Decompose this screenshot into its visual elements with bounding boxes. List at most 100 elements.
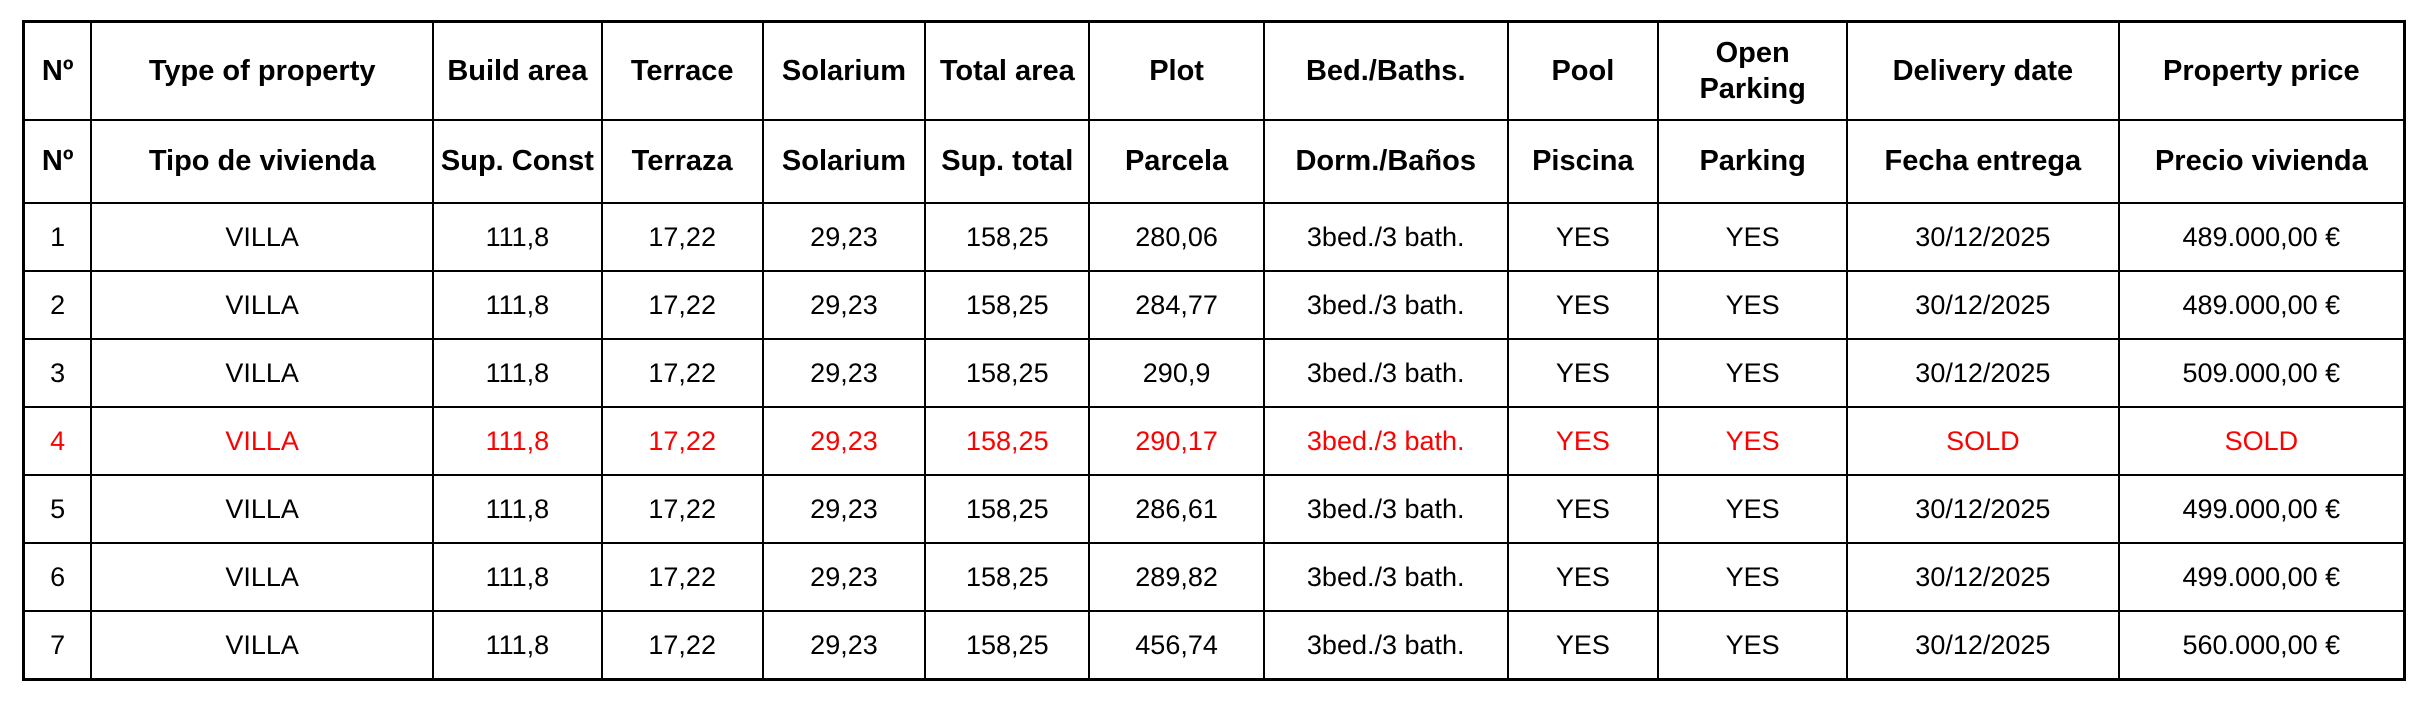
cell-terr: 17,22 <box>600 610 764 681</box>
cell-date: 30/12/2025 <box>1846 202 2120 272</box>
cell-price: 499.000,00 € <box>2117 542 2406 612</box>
cell-total: 158,25 <box>924 270 1091 340</box>
cell-pool: YES <box>1506 338 1660 408</box>
header-cell-es-num: Nº <box>22 119 93 204</box>
header-cell-es-build: Sup. Const <box>432 119 603 204</box>
cell-pool: YES <box>1506 202 1660 272</box>
cell-num: 1 <box>22 202 93 272</box>
table-row: 6 VILLA 111,8 17,22 29,23 158,25 289,82 3bed./3… <box>22 542 2406 612</box>
header-cell-es-plot: Parcela <box>1088 119 1265 204</box>
header-cell-en-build: Build area <box>432 20 603 121</box>
header-cell-es-beds: Dorm./Baños <box>1262 119 1509 204</box>
cell-beds: 3bed./3 bath. <box>1262 406 1509 476</box>
header-cell-en-park: Open Parking <box>1657 20 1849 121</box>
cell-park: YES <box>1657 270 1849 340</box>
cell-park: YES <box>1657 542 1849 612</box>
cell-date: SOLD <box>1846 406 2120 476</box>
header-cell-en-plot: Plot <box>1088 20 1265 121</box>
cell-build: 111,8 <box>432 542 603 612</box>
cell-beds: 3bed./3 bath. <box>1262 338 1509 408</box>
cell-plot: 284,77 <box>1088 270 1265 340</box>
cell-price: 489.000,00 € <box>2117 202 2406 272</box>
cell-type: VILLA <box>90 406 435 476</box>
header-cell-es-pool: Piscina <box>1506 119 1660 204</box>
cell-sola: 29,23 <box>761 542 927 612</box>
cell-park: YES <box>1657 202 1849 272</box>
cell-beds: 3bed./3 bath. <box>1262 610 1509 681</box>
cell-build: 111,8 <box>432 338 603 408</box>
table-row: 2 VILLA 111,8 17,22 29,23 158,25 284,77 3bed./3… <box>22 270 2406 340</box>
cell-type: VILLA <box>90 202 435 272</box>
header-row-spanish: Nº Tipo de vivienda Sup. Const Terraza Solar… <box>22 119 2406 204</box>
cell-plot: 286,61 <box>1088 474 1265 544</box>
cell-total: 158,25 <box>924 406 1091 476</box>
header-cell-en-total: Total area <box>924 20 1091 121</box>
cell-plot: 290,9 <box>1088 338 1265 408</box>
cell-pool: YES <box>1506 270 1660 340</box>
cell-date: 30/12/2025 <box>1846 474 2120 544</box>
header-cell-en-sola: Solarium <box>761 20 927 121</box>
cell-terr: 17,22 <box>600 542 764 612</box>
cell-num: 5 <box>22 474 93 544</box>
cell-build: 111,8 <box>432 406 603 476</box>
cell-build: 111,8 <box>432 610 603 681</box>
cell-sola: 29,23 <box>761 474 927 544</box>
header-cell-en-type: Type of property <box>90 20 435 121</box>
table-body: 1 VILLA 111,8 17,22 29,23 158,25 280,06 3bed./3… <box>22 202 2406 681</box>
cell-type: VILLA <box>90 610 435 681</box>
header-cell-en-date: Delivery date <box>1846 20 2120 121</box>
cell-date: 30/12/2025 <box>1846 542 2120 612</box>
header-cell-es-sola: Solarium <box>761 119 927 204</box>
header-cell-es-park: Parking <box>1657 119 1849 204</box>
cell-park: YES <box>1657 338 1849 408</box>
cell-terr: 17,22 <box>600 338 764 408</box>
cell-total: 158,25 <box>924 610 1091 681</box>
cell-pool: YES <box>1506 474 1660 544</box>
header-cell-en-beds: Bed./Baths. <box>1262 20 1509 121</box>
cell-pool: YES <box>1506 610 1660 681</box>
cell-beds: 3bed./3 bath. <box>1262 474 1509 544</box>
cell-total: 158,25 <box>924 474 1091 544</box>
cell-num: 6 <box>22 542 93 612</box>
cell-num: 2 <box>22 270 93 340</box>
cell-terr: 17,22 <box>600 202 764 272</box>
cell-park: YES <box>1657 406 1849 476</box>
cell-sola: 29,23 <box>761 610 927 681</box>
table-row: 5 VILLA 111,8 17,22 29,23 158,25 286,61 3bed./3… <box>22 474 2406 544</box>
cell-terr: 17,22 <box>600 406 764 476</box>
cell-plot: 289,82 <box>1088 542 1265 612</box>
cell-price: 489.000,00 € <box>2117 270 2406 340</box>
cell-build: 111,8 <box>432 270 603 340</box>
cell-sola: 29,23 <box>761 202 927 272</box>
header-cell-en-terr: Terrace <box>600 20 764 121</box>
cell-park: YES <box>1657 610 1849 681</box>
cell-plot: 280,06 <box>1088 202 1265 272</box>
cell-date: 30/12/2025 <box>1846 338 2120 408</box>
cell-num: 7 <box>22 610 93 681</box>
table-row: 7 VILLA 111,8 17,22 29,23 158,25 456,74 3bed./3… <box>22 610 2406 681</box>
cell-num: 3 <box>22 338 93 408</box>
header-cell-es-price: Precio vivienda <box>2117 119 2406 204</box>
cell-type: VILLA <box>90 338 435 408</box>
property-listing-table: Nº Type of property Build area Terrace Solar… <box>22 20 2406 681</box>
cell-date: 30/12/2025 <box>1846 270 2120 340</box>
cell-build: 111,8 <box>432 202 603 272</box>
cell-sola: 29,23 <box>761 270 927 340</box>
cell-beds: 3bed./3 bath. <box>1262 542 1509 612</box>
cell-plot: 456,74 <box>1088 610 1265 681</box>
cell-build: 111,8 <box>432 474 603 544</box>
header-cell-es-date: Fecha entrega <box>1846 119 2120 204</box>
header-row-english: Nº Type of property Build area Terrace Solar… <box>22 20 2406 121</box>
property-listing-table-container: Nº Type of property Build area Terrace Solar… <box>22 20 2406 681</box>
table-row: 3 VILLA 111,8 17,22 29,23 158,25 290,9 3bed./3 … <box>22 338 2406 408</box>
cell-terr: 17,22 <box>600 270 764 340</box>
header-cell-es-type: Tipo de vivienda <box>90 119 435 204</box>
cell-sola: 29,23 <box>761 406 927 476</box>
cell-total: 158,25 <box>924 202 1091 272</box>
cell-sola: 29,23 <box>761 338 927 408</box>
cell-pool: YES <box>1506 406 1660 476</box>
cell-beds: 3bed./3 bath. <box>1262 202 1509 272</box>
cell-pool: YES <box>1506 542 1660 612</box>
header-cell-es-total: Sup. total <box>924 119 1091 204</box>
cell-terr: 17,22 <box>600 474 764 544</box>
